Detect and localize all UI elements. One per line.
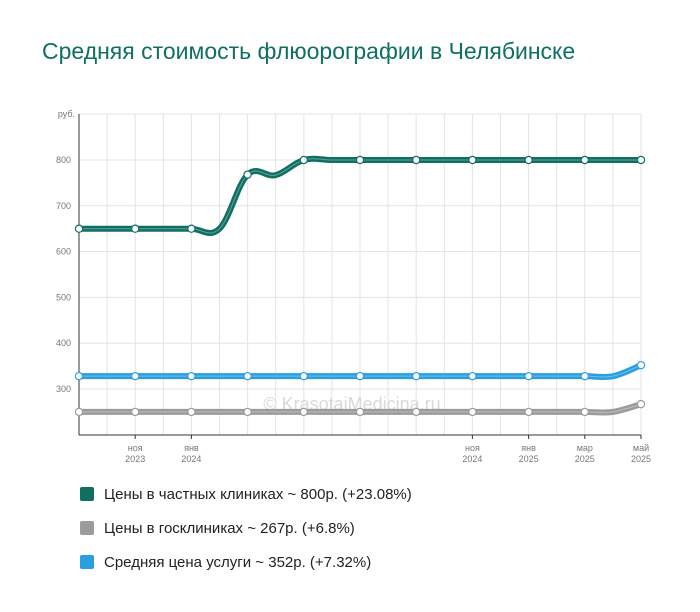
series-point[interactable]	[468, 155, 477, 165]
legend-label-private: Цены в частных клиниках ~ 800р. (+23.08%…	[104, 485, 412, 503]
y-tick-label: 500	[56, 292, 71, 302]
chart-series	[74, 155, 646, 417]
series-point[interactable]	[243, 170, 252, 179]
legend-item-private[interactable]: Цены в частных клиниках ~ 800р. (+23.08%…	[80, 484, 412, 504]
series-point[interactable]	[355, 371, 365, 381]
series-point[interactable]	[299, 371, 308, 381]
series-point[interactable]	[243, 407, 252, 417]
series-point[interactable]	[187, 371, 196, 381]
series-point[interactable]	[636, 399, 646, 409]
y-tick-label: 700	[56, 201, 71, 211]
series-point[interactable]	[243, 371, 252, 381]
legend-label-average: Средняя цена услуги ~ 352р. (+7.32%)	[104, 553, 372, 571]
legend-swatch-private	[80, 487, 94, 501]
series-point[interactable]	[355, 155, 365, 165]
price-chart: 300400500600700800руб.ноя2023янв2024ноя2…	[56, 109, 651, 464]
x-tick-label-month: ноя	[128, 443, 143, 453]
series-point[interactable]	[130, 224, 140, 233]
series-point[interactable]	[636, 155, 646, 165]
y-tick-label: 600	[56, 247, 71, 257]
x-tick-label-year: 2024	[181, 454, 201, 464]
series-point[interactable]	[468, 407, 477, 417]
series-point[interactable]	[412, 371, 421, 381]
x-tick-label-month: май	[633, 443, 649, 453]
series-point[interactable]	[74, 407, 84, 417]
x-tick-label-year: 2023	[125, 454, 145, 464]
series-point[interactable]	[299, 407, 308, 417]
chart-legend: Цены в частных клиниках ~ 800р. (+23.08%…	[80, 484, 412, 586]
x-tick-label-year: 2025	[519, 454, 539, 464]
series-point[interactable]	[130, 407, 140, 417]
series-point[interactable]	[130, 371, 140, 381]
series-point[interactable]	[355, 407, 365, 417]
series-point[interactable]	[74, 224, 84, 233]
legend-item-average[interactable]: Средняя цена услуги ~ 352р. (+7.32%)	[80, 552, 412, 572]
legend-swatch-public	[80, 521, 94, 535]
series-point[interactable]	[412, 155, 421, 165]
series-point[interactable]	[74, 371, 84, 381]
x-tick-label-month: мар	[577, 443, 593, 453]
series-point[interactable]	[299, 155, 308, 165]
series-point[interactable]	[524, 407, 533, 417]
y-tick-label: 400	[56, 338, 71, 348]
legend-swatch-average	[80, 555, 94, 569]
x-tick-label-month: ноя	[465, 443, 480, 453]
y-tick-label: 300	[56, 384, 71, 394]
series-point[interactable]	[524, 371, 533, 381]
chart-title: Средняя стоимость флюорографии в Челябин…	[42, 38, 576, 64]
x-tick-label-year: 2024	[462, 454, 482, 464]
y-tick-label: 800	[56, 155, 71, 165]
x-tick-label-year: 2025	[631, 454, 651, 464]
y-unit-label: руб.	[58, 109, 75, 119]
series-point[interactable]	[412, 407, 421, 417]
legend-item-public[interactable]: Цены в госклиниках ~ 267р. (+6.8%)	[80, 518, 412, 538]
series-point[interactable]	[636, 360, 646, 370]
series-point[interactable]	[468, 371, 477, 381]
series-point[interactable]	[580, 371, 590, 381]
legend-label-public: Цены в госклиниках ~ 267р. (+6.8%)	[104, 519, 355, 537]
x-tick-label-month: янв	[521, 443, 536, 453]
series-point[interactable]	[580, 407, 590, 417]
chart-axes: 300400500600700800руб.ноя2023янв2024ноя2…	[56, 109, 651, 464]
chart-grid	[78, 113, 642, 435]
series-point[interactable]	[580, 155, 590, 165]
series-point[interactable]	[187, 224, 196, 233]
series-point[interactable]	[187, 407, 196, 417]
series-point[interactable]	[524, 155, 533, 165]
x-tick-label-month: янв	[184, 443, 199, 453]
x-tick-label-year: 2025	[575, 454, 595, 464]
